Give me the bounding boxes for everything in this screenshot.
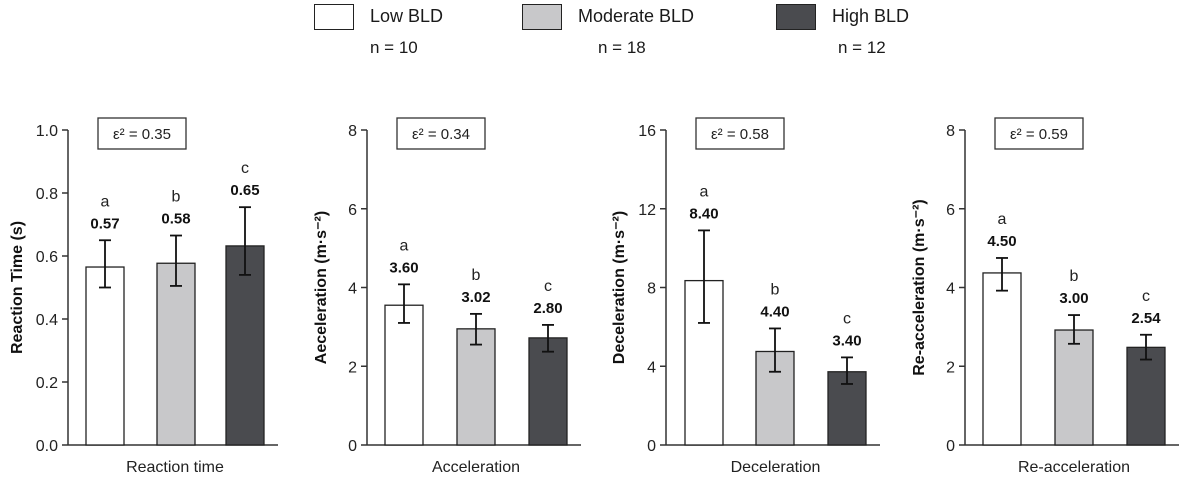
legend-label-moderate: Moderate BLD (578, 6, 695, 26)
chart-panel-1: 0.0 0.2 0.4 0.6 0.8 1.0 Reaction Time (s) React… (9, 117, 278, 476)
bar-low (384, 304, 424, 446)
bar-high (1126, 346, 1166, 446)
data-label-moderate: 3.02 (461, 289, 490, 306)
effect-size-label: ε² = 0.58 (711, 126, 769, 143)
y-tick-label: 2 (348, 359, 357, 376)
y-tick-label: 0 (348, 438, 357, 455)
y-tick-label: 0.0 (36, 438, 58, 455)
data-label-high: 2.54 (1131, 310, 1161, 327)
data-label-high: 3.40 (832, 332, 861, 349)
bar-low (982, 272, 1022, 446)
bar-moderate (1054, 329, 1094, 446)
data-label-low: 4.50 (987, 233, 1016, 250)
y-tick-label: 0.8 (36, 186, 58, 203)
group-letter-high: c (241, 160, 249, 177)
legend: Low BLD n = 10 Moderate BLD n = 18 High … (0, 0, 1192, 60)
y-tick-label: 1.0 (36, 123, 58, 140)
y-tick-label: 8 (647, 281, 656, 298)
legend-n-high: n = 12 (838, 38, 886, 57)
y-tick-label: 16 (638, 123, 656, 140)
y-axis-label: Re-acceleration (m·s⁻²) (911, 199, 928, 376)
y-tick-label: 0 (946, 438, 955, 455)
x-axis-label: Deceleration (731, 459, 821, 476)
y-tick-label: 12 (638, 202, 656, 219)
y-axis-label: Aeceleration (m·s⁻²) (313, 211, 330, 364)
legend-n-low: n = 10 (370, 38, 418, 57)
x-axis-label: Reaction time (126, 459, 224, 476)
bar-moderate (456, 328, 496, 446)
chart-panel-4: 0 2 4 6 8 Re-acceleration (m·s⁻²) Re-accelerat… (911, 117, 1179, 476)
y-tick-label: 6 (348, 202, 357, 219)
bar-low (85, 266, 125, 446)
effect-size-box (396, 117, 486, 150)
y-tick-label: 4 (946, 281, 955, 298)
legend-swatch-moderate (522, 4, 562, 30)
group-letter-high: c (1142, 288, 1150, 305)
legend-swatch-high (776, 4, 816, 30)
group-letter-low: a (101, 193, 110, 210)
group-letter-moderate: b (172, 189, 181, 206)
y-tick-label: 8 (946, 123, 955, 140)
bar-high (528, 337, 568, 446)
data-label-moderate: 3.00 (1059, 290, 1088, 307)
legend-label-low: Low BLD (370, 6, 444, 26)
y-tick-label: 0.4 (36, 312, 58, 329)
y-tick-label: 0.2 (36, 375, 58, 392)
data-label-low: 3.60 (389, 259, 418, 276)
chart-panel-2: 0 2 4 6 8 Aeceleration (m·s⁻²) Acceleration ε² … (313, 117, 581, 476)
legend-swatch-low (314, 4, 354, 30)
data-label-low: 0.57 (90, 215, 119, 232)
effect-size-box (695, 117, 785, 150)
y-axis-label: Reaction Time (s) (9, 221, 26, 354)
effect-size-label: ε² = 0.59 (1010, 126, 1068, 143)
data-label-moderate: 0.58 (161, 211, 190, 228)
effect-size-label: ε² = 0.35 (113, 126, 171, 143)
group-letter-low: a (400, 237, 409, 254)
effect-size-box (97, 117, 187, 150)
y-tick-label: 0 (647, 438, 656, 455)
data-label-moderate: 4.40 (760, 303, 789, 320)
group-letter-low: a (998, 211, 1007, 228)
bar-moderate (156, 262, 196, 446)
group-letter-moderate: b (472, 267, 481, 284)
group-letter-high: c (843, 310, 851, 327)
y-tick-label: 4 (647, 359, 656, 376)
x-axis-label: Re-acceleration (1018, 459, 1130, 476)
y-tick-label: 6 (946, 202, 955, 219)
y-tick-label: 4 (348, 281, 357, 298)
y-tick-label: 8 (348, 123, 357, 140)
group-letter-high: c (544, 278, 552, 295)
effect-size-label: ε² = 0.34 (412, 126, 470, 143)
group-letter-moderate: b (1070, 268, 1079, 285)
legend-n-moderate: n = 18 (598, 38, 646, 57)
data-label-high: 2.80 (533, 300, 562, 317)
group-letter-moderate: b (771, 281, 780, 298)
legend-label-high: High BLD (832, 6, 910, 26)
y-tick-label: 2 (946, 359, 955, 376)
data-label-high: 0.65 (230, 182, 259, 199)
chart-panel-3: 0 4 8 12 16 Deceleration (m·s⁻²) Deceleration ε… (611, 117, 880, 476)
y-tick-label: 0.6 (36, 249, 58, 266)
group-letter-low: a (700, 183, 709, 200)
effect-size-box (994, 117, 1084, 150)
y-axis-label: Deceleration (m·s⁻²) (611, 211, 628, 364)
data-label-low: 8.40 (689, 205, 718, 222)
x-axis-label: Acceleration (432, 459, 520, 476)
